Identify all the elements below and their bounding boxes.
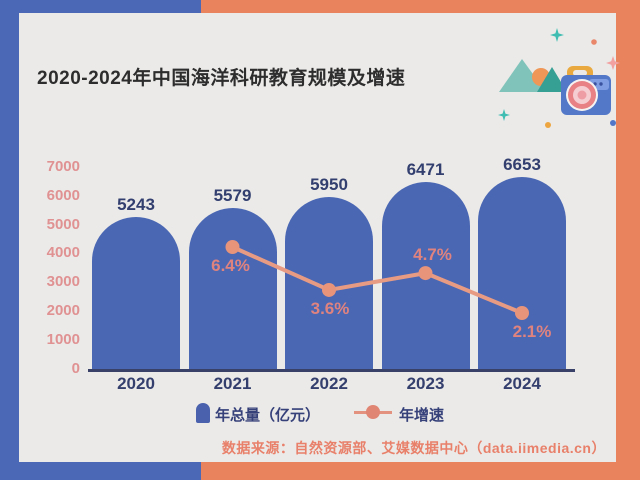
legend-line-swatch	[354, 404, 392, 420]
frame-bottom-blue	[0, 462, 201, 480]
mountain-icon	[537, 67, 567, 92]
sparkle-icon	[550, 28, 564, 42]
decor-illustration	[498, 28, 620, 128]
legend-line-label: 年增速	[399, 407, 445, 424]
mountain-icon	[499, 59, 546, 92]
legend-bar-label: 年总量（亿元）	[215, 407, 321, 424]
legend-bar-swatch	[196, 403, 210, 423]
camera-icon	[561, 66, 611, 115]
frame-top-salmon	[201, 0, 640, 13]
dot-marker-icon	[366, 405, 380, 419]
dot-icon	[610, 120, 616, 126]
dot-icon	[545, 122, 551, 128]
sparkle-icon	[606, 56, 620, 70]
frame-right-salmon	[616, 0, 640, 480]
frame-bottom-salmon	[201, 462, 640, 480]
data-source-note: 数据来源：自然资源部、艾媒数据中心（data.iimedia.cn）	[221, 440, 606, 456]
sparkle-icon	[498, 109, 510, 121]
frame-top-blue	[0, 0, 201, 13]
frame-left-blue	[0, 0, 19, 480]
chart-card: 2020-2024年中国海洋科研教育规模及增速	[19, 13, 620, 462]
dot-icon	[591, 39, 597, 45]
chart-title: 2020-2024年中国海洋科研教育规模及增速	[37, 68, 406, 89]
